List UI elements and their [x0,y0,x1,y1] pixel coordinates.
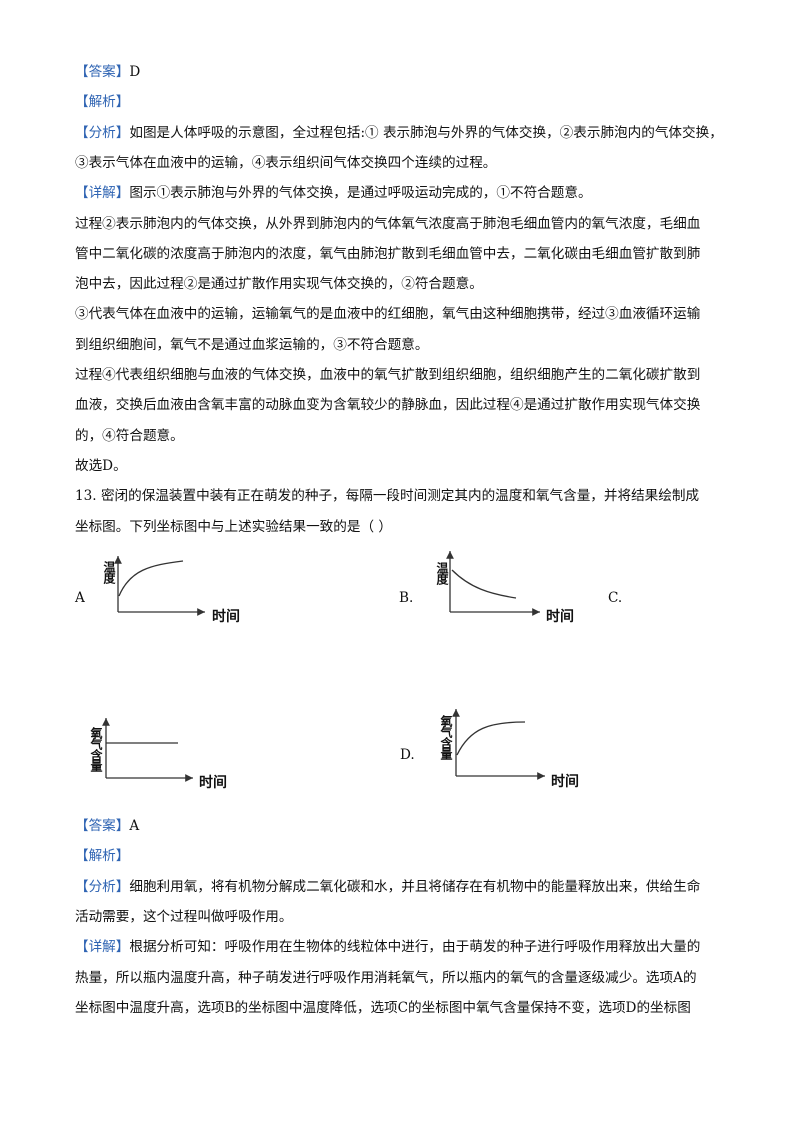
text-line: 13. 密闭的保温装置中装有正在萌发的种子，每隔一段时间测定其内的温度和氧气含量… [75,487,699,505]
line-text: 坐标图。下列坐标图中与上述实验结果一致的是（ ） [75,518,392,535]
y-axis-label: 氧气含量 [89,727,103,771]
line-text: D [129,64,141,80]
line-text: 故选D。 [75,457,127,474]
line-text: 根据分析可知：呼吸作用在生物体的线粒体中进行，由于萌发的种子进行呼吸作用释放出大… [129,939,701,956]
text-line: 【分析】如图是人体呼吸的示意图，全过程包括:① 表示肺泡与外界的气体交换，②表示… [75,124,723,142]
x-axis-label: 时间 [546,609,574,625]
y-axis-label: 氧气含量 [439,715,453,759]
option-label: B. [399,590,414,606]
section-tag: 【解析】 [75,848,130,865]
y-axis-label: 温度 [102,561,116,583]
line-text: 图示①表示肺泡与外界的气体交换，是通过呼吸运动完成的，①不符合题意。 [129,185,592,202]
section-tag: 【答案】 [75,818,130,834]
text-line: 【答案】D [75,63,140,81]
section-tag: 【解析】 [75,94,130,111]
y-axis-label: 温度 [435,562,449,584]
option-label: A [75,590,85,606]
graph-a [114,556,205,616]
line-text: 到组织细胞间，氧气不是通过血浆运输的，③不符合题意。 [75,336,429,353]
line-text: 细胞利用氧，将有机物分解成二氧化碳和水，并且将储存在有机物中的能量释放出来，供给… [129,878,701,895]
line-text: ③表示气体在血液中的运输，④表示组织间气体交换四个连续的过程。 [75,154,497,171]
line-text: ③代表气体在血液中的运输，运输氧气的是血液中的红细胞，氧气由这种细胞携带，经过③… [75,306,701,323]
line-text: A [129,818,140,834]
text-line: ③表示气体在血液中的运输，④表示组织间气体交换四个连续的过程。 [75,154,496,172]
line-text: 13. 密闭的保温装置中装有正在萌发的种子，每隔一段时间测定其内的温度和氧气含量… [75,488,700,505]
text-line: 活动需要，这个过程叫做呼吸作用。 [75,908,293,926]
text-line: 的，④符合题意。 [75,427,184,445]
line-text: 活动需要，这个过程叫做呼吸作用。 [75,908,293,925]
text-line: 【解析】 [75,93,129,111]
text-line: 故选D。 [75,457,127,475]
section-tag: 【分析】 [75,124,130,141]
option-label: C. [608,590,623,606]
section-tag: 【答案】 [75,64,130,80]
text-line: 血液，交换后血液由含氧丰富的动脉血变为含氧较少的静脉血，因此过程④是通过扩散作用… [75,396,700,414]
line-text: 过程②表示肺泡内的气体交换，从外界到肺泡内的气体氧气浓度高于肺泡毛细血管内的氧气… [75,215,701,232]
graph-c [102,718,193,782]
section-tag: 【详解】 [75,939,130,956]
text-line: 过程④代表组织细胞与血液的气体交换，血液中的氧气扩散到组织细胞，组织细胞产生的二… [75,366,700,384]
text-line: 【详解】图示①表示肺泡与外界的气体交换，是通过呼吸运动完成的，①不符合题意。 [75,184,592,202]
graph-d [452,709,545,780]
x-axis-label: 时间 [199,775,227,791]
text-line: 坐标图中温度升高，选项B的坐标图中温度降低，选项C的坐标图中氧气含量保持不变，选… [75,999,691,1017]
line-text: 血液，交换后血液由含氧丰富的动脉血变为含氧较少的静脉血，因此过程④是通过扩散作用… [75,397,701,414]
option-label: D. [400,747,415,763]
line-text: 的，④符合题意。 [75,427,184,444]
line-text: 坐标图中温度升高，选项B的坐标图中温度降低，选项C的坐标图中氧气含量保持不变，选… [75,999,691,1016]
text-line: 过程②表示肺泡内的气体交换，从外界到肺泡内的气体氧气浓度高于肺泡毛细血管内的氧气… [75,215,700,233]
line-text: 过程④代表组织细胞与血液的气体交换，血液中的氧气扩散到组织细胞，组织细胞产生的二… [75,367,701,383]
text-line: 【答案】A [75,817,139,835]
text-line: 【详解】根据分析可知：呼吸作用在生物体的线粒体中进行，由于萌发的种子进行呼吸作用… [75,938,700,956]
text-line: ③代表气体在血液中的运输，运输氧气的是血液中的红细胞，氧气由这种细胞携带，经过③… [75,305,700,323]
line-text: 如图是人体呼吸的示意图，全过程包括:① 表示肺泡与外界的气体交换，②表示肺泡内的… [129,124,723,141]
x-axis-label: 时间 [551,774,579,790]
text-line: 热量，所以瓶内温度升高，种子萌发进行呼吸作用消耗氧气，所以瓶内的氧气的含量逐级减… [75,969,697,987]
x-axis-label: 时间 [212,609,240,625]
graph-b [446,551,540,616]
text-line: 【解析】 [75,847,129,865]
text-line: 到组织细胞间，氧气不是通过血浆运输的，③不符合题意。 [75,336,428,354]
section-tag: 【详解】 [75,185,130,202]
text-line: 管中二氧化碳的浓度高于肺泡内的浓度，氧气由肺泡扩散到毛细血管中去，二氧化碳由毛细… [75,245,700,263]
text-line: 【分析】细胞利用氧，将有机物分解成二氧化碳和水，并且将储存在有机物中的能量释放出… [75,878,700,896]
line-text: 管中二氧化碳的浓度高于肺泡内的浓度，氧气由肺泡扩散到毛细血管中去，二氧化碳由毛细… [75,245,701,262]
section-tag: 【分析】 [75,878,130,895]
text-line: 坐标图。下列坐标图中与上述实验结果一致的是（ ） [75,518,392,536]
text-line: 泡中去，因此过程②是通过扩散作用实现气体交换的，②符合题意。 [75,275,483,293]
line-text: 热量，所以瓶内温度升高，种子萌发进行呼吸作用消耗氧气，所以瓶内的氧气的含量逐级减… [75,969,697,986]
line-text: 泡中去，因此过程②是通过扩散作用实现气体交换的，②符合题意。 [75,276,483,293]
